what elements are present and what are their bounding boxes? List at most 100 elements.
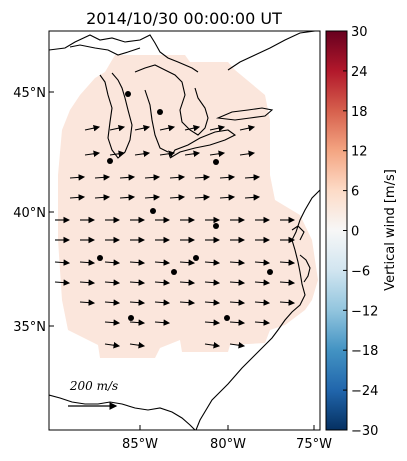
- wind-vector-arrow: [244, 174, 261, 181]
- station-dot: [150, 208, 156, 214]
- wind-vector-arrow: [229, 299, 246, 306]
- map-border: [48, 30, 321, 431]
- wind-vector-arrow: [229, 341, 246, 349]
- wind-vector-arrow: [229, 279, 246, 286]
- wind-vector-arrow: [134, 124, 151, 132]
- wind-vector-arrow: [69, 174, 86, 181]
- wind-vector-arrow: [84, 150, 101, 158]
- wind-vector-arrow: [154, 279, 171, 286]
- wind-vector-arrow: [129, 319, 146, 326]
- wind-vector-arrow: [254, 319, 271, 326]
- wind-vector-arrow: [229, 259, 246, 266]
- wind-vector-arrow: [209, 150, 226, 158]
- wind-vector-arrow: [179, 279, 196, 286]
- wind-vector-arrow: [129, 279, 146, 286]
- colorbar-tick-label: 12: [351, 145, 368, 160]
- wind-vector-arrow: [54, 279, 71, 286]
- wind-vector-arrow: [279, 299, 296, 306]
- wind-vector-arrow: [219, 174, 236, 181]
- wind-vector-arrow: [169, 174, 186, 181]
- wind-vectors: [54, 124, 296, 349]
- colorbar-label: Vertical wind [m/s]: [383, 169, 398, 291]
- station-dot: [224, 315, 230, 321]
- lon-label-75: 75°W: [296, 437, 332, 452]
- wind-vector-arrow: [254, 279, 271, 286]
- wind-vector-arrow: [119, 174, 136, 181]
- wind-vector-arrow: [219, 194, 236, 201]
- colorbar-tick-label: −30: [351, 424, 378, 439]
- wind-vector-arrow: [69, 194, 86, 201]
- station-dot: [171, 269, 177, 275]
- wind-vector-arrow: [239, 150, 256, 158]
- wind-vector-arrow: [194, 194, 211, 201]
- wind-vector-arrow: [159, 124, 176, 132]
- station-dot: [125, 91, 131, 97]
- lon-ticks: 85°W 80°W 75°W: [122, 425, 332, 452]
- wind-vector-arrow: [159, 150, 176, 158]
- wind-vector-arrow: [129, 259, 146, 266]
- wind-vector-arrow: [279, 279, 296, 286]
- station-dot: [267, 269, 273, 275]
- wind-vector-arrow: [119, 194, 136, 201]
- colorbar-tick-label: −18: [351, 344, 378, 359]
- colorbar-tick-label: 6: [351, 185, 359, 200]
- colorbar-tick-label: −12: [351, 304, 378, 319]
- station-dot: [107, 158, 113, 164]
- wind-vector-arrow: [194, 174, 211, 181]
- station-markers: [97, 91, 273, 321]
- wind-vector-arrow: [129, 299, 146, 306]
- wind-vector-arrow: [239, 124, 256, 132]
- wind-vector-arrow: [54, 259, 71, 266]
- station-dot: [97, 255, 103, 261]
- wind-vector-arrow: [104, 259, 121, 266]
- wind-vector-arrow: [104, 319, 121, 326]
- wind-vector-arrow: [134, 150, 151, 158]
- wind-vector-arrow: [104, 341, 121, 349]
- lat-ticks: 45°N 40°N 35°N: [13, 86, 54, 335]
- wind-vector-arrow: [279, 259, 296, 266]
- station-dot: [213, 159, 219, 165]
- wind-vector-arrow: [229, 319, 246, 326]
- wind-vector-arrow: [79, 279, 96, 286]
- lon-label-80: 80°W: [210, 437, 246, 452]
- wind-vector-arrow: [104, 279, 121, 286]
- wind-vector-arrow: [204, 259, 221, 266]
- coastlines: [49, 31, 320, 430]
- wind-vector-arrow: [109, 150, 126, 158]
- wind-vector-arrow: [79, 259, 96, 266]
- wind-vector-arrow: [154, 299, 171, 306]
- wind-vector-arrow: [204, 319, 221, 326]
- wind-vector-arrow: [254, 299, 271, 306]
- scale-legend: 200 m/s: [68, 379, 118, 410]
- colorbar-tick-label: −6: [351, 264, 370, 279]
- colorbar-tick-label: 30: [351, 25, 368, 40]
- colorbar-tick-label: 24: [351, 65, 368, 80]
- wind-vector-arrow: [169, 194, 186, 201]
- colorbar-tick-label: 18: [351, 105, 368, 120]
- station-dot: [193, 255, 199, 261]
- station-dot: [213, 223, 219, 229]
- lon-label-85: 85°W: [122, 437, 158, 452]
- wind-vector-arrow: [84, 124, 101, 132]
- wind-vector-arrow: [204, 299, 221, 306]
- wind-vector-arrow: [184, 150, 201, 158]
- map-panel: [49, 31, 320, 430]
- wind-vector-arrow: [154, 259, 171, 266]
- colorbar-tick-label: 0: [351, 225, 359, 240]
- station-dot: [157, 109, 163, 115]
- lat-label-40: 40°N: [13, 206, 46, 221]
- colorbar-ticks: 30 24 18 12 6 0 −6 −12 −18 −24 −30: [343, 25, 378, 439]
- wind-vector-arrow: [104, 299, 121, 306]
- colorbar-tick-label: −24: [351, 384, 378, 399]
- wind-vector-arrow: [144, 174, 161, 181]
- wind-vector-arrow: [244, 194, 261, 201]
- wind-vector-arrow: [79, 299, 96, 306]
- wind-vector-arrow: [204, 341, 221, 349]
- lat-label-35: 35°N: [13, 320, 46, 335]
- wind-vector-arrow: [179, 299, 196, 306]
- chart-title: 2014/10/30 00:00:00 UT: [86, 9, 282, 28]
- wind-vector-arrow: [254, 259, 271, 266]
- wind-vector-arrow: [184, 124, 201, 132]
- colorbar: 30 24 18 12 6 0 −6 −12 −18 −24 −30 Vertical wind […: [325, 25, 398, 439]
